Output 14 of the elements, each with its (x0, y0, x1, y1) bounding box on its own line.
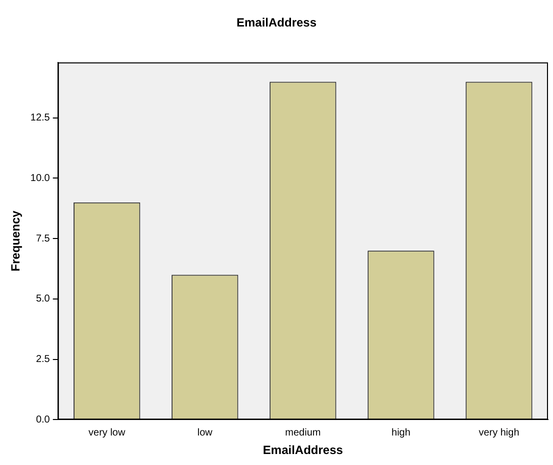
x-tick-label: low (197, 427, 214, 438)
y-tick-label: 5.0 (36, 294, 50, 305)
y-axis-title: Frequency (8, 210, 23, 272)
x-axis-title: EmailAddress (262, 443, 344, 458)
y-tick-label: 0.0 (36, 414, 50, 426)
chart-title: EmailAddress (236, 16, 317, 30)
x-tick-label: very high (478, 427, 520, 438)
y-tick-label: 2.5 (36, 354, 50, 366)
y-tick-label: 12.5 (30, 112, 50, 124)
y-tick-label: 7.5 (36, 233, 50, 244)
x-tick-label: high (392, 427, 410, 438)
y-tick-label: 10.0 (30, 173, 50, 184)
x-tick-label: very low (88, 427, 126, 438)
x-tick-label: medium (285, 427, 321, 438)
